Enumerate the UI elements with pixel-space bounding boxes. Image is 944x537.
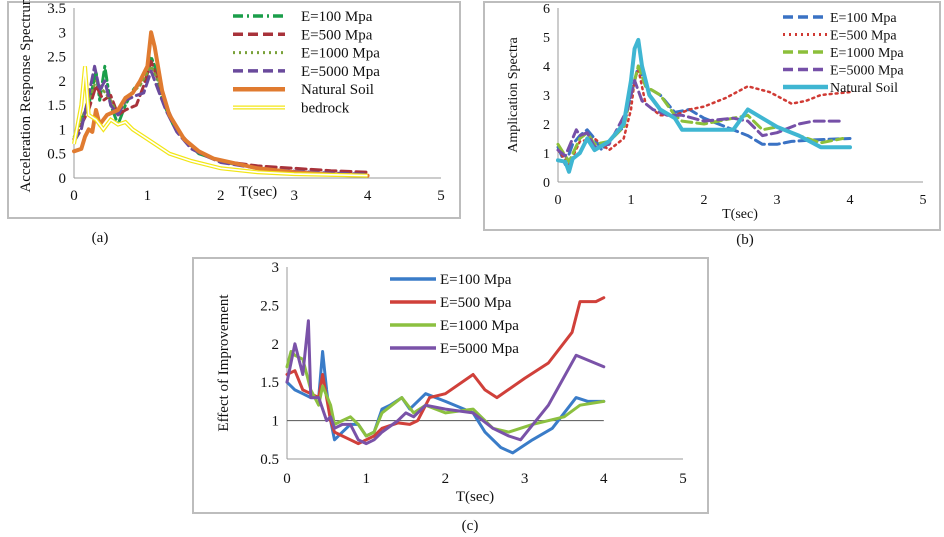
- legend-label: E=500 Mpa: [830, 29, 897, 44]
- x-tick-label: 3: [521, 471, 529, 487]
- y-tick-label: 6: [543, 2, 550, 17]
- y-tick-label: 3: [543, 89, 550, 104]
- y-tick-label: 0: [543, 176, 550, 191]
- series-line: [556, 79, 845, 158]
- series-e-1000-mpa: [556, 64, 845, 164]
- y-tick-label: 2: [543, 118, 550, 133]
- series-e-5000-mpa: [556, 79, 845, 158]
- x-tick-label: 0: [283, 471, 291, 487]
- x-tick-label: 2: [701, 193, 708, 208]
- y-tick-label: 1: [543, 147, 550, 162]
- legend-label: E=5000 Mpa: [301, 64, 380, 80]
- y-axis-label: Acceleration Response Spectrum: [18, 0, 34, 193]
- chart-b: 0 1 2 3 4 5 0 1 2 3 4 5 6 T(sec) Amplication Spectra (b…: [483, 1, 941, 248]
- legend-entry: bedrock: [233, 101, 350, 117]
- y-tick-label: 3: [272, 260, 280, 276]
- chart-caption: (a): [92, 230, 109, 246]
- series-line: [72, 30, 370, 178]
- legend-label: E=5000 Mpa: [830, 64, 904, 79]
- legend-label: E=100 Mpa: [830, 11, 897, 26]
- y-tick-label: 2.5: [260, 298, 279, 314]
- legend-entry: E=100 Mpa: [390, 272, 512, 288]
- x-tick-label: 0: [70, 188, 78, 204]
- x-tick-label: 0: [555, 193, 562, 208]
- x-axis-label: T(sec): [722, 207, 758, 222]
- y-tick-label: 1: [272, 414, 280, 430]
- legend-entry: E=100 Mpa: [233, 9, 373, 25]
- series-line: [285, 350, 606, 455]
- series-e-5000-mpa: [285, 319, 606, 446]
- x-tick-label: 4: [364, 188, 372, 204]
- legend-entry: E=5000 Mpa: [233, 64, 380, 80]
- x-tick-label: 1: [362, 471, 370, 487]
- y-tick-label: 1: [59, 122, 67, 138]
- x-tick-label: 5: [679, 471, 687, 487]
- legend-entry: Natural Soil: [233, 82, 374, 98]
- legend-entry: Natural Soil: [783, 81, 898, 96]
- x-tick-label: 2: [217, 188, 225, 204]
- series-line-inner: [73, 66, 368, 177]
- x-tick-label: 3: [290, 188, 298, 204]
- chart-frame: [483, 1, 941, 231]
- legend-entry: E=1000 Mpa: [783, 46, 904, 61]
- y-tick-label: 4: [543, 60, 550, 75]
- y-tick-label: 3: [59, 25, 67, 41]
- legend-entry: E=1000 Mpa: [390, 318, 519, 334]
- legend-entry: E=100 Mpa: [783, 11, 897, 26]
- x-axis-label: T(sec): [456, 489, 494, 505]
- x-axis-label: T(sec): [239, 184, 277, 200]
- legend-entry: E=1000 Mpa: [233, 46, 380, 62]
- y-tick-label: 1.5: [260, 375, 279, 391]
- x-tick-label: 4: [600, 471, 608, 487]
- chart-caption: (c): [462, 518, 479, 534]
- chart-c: 0 1 2 3 4 5 0.5 1 1.5 2 2.5 3 T(sec) Effect of Improv…: [192, 257, 709, 534]
- series-line: [556, 64, 845, 164]
- series-natural-soil: [72, 30, 370, 178]
- chart-caption: (b): [736, 232, 754, 248]
- legend-label: Natural Soil: [830, 81, 898, 96]
- legend-entry: E=5000 Mpa: [783, 64, 904, 79]
- y-tick-label: 3.5: [47, 1, 66, 17]
- x-tick-label: 3: [774, 193, 781, 208]
- legend-entry: E=500 Mpa: [233, 27, 373, 43]
- series-line: [285, 319, 606, 446]
- legend-label: Natural Soil: [301, 82, 374, 98]
- y-axis-label: Effect of Improvement: [216, 294, 232, 432]
- x-tick-label: 1: [628, 193, 635, 208]
- y-tick-label: 1.5: [47, 98, 66, 114]
- x-tick-label: 4: [847, 193, 854, 208]
- y-axis-label: Amplication Spectra: [506, 36, 521, 152]
- y-tick-label: 2.5: [47, 50, 66, 66]
- legend-entry: E=5000 Mpa: [390, 341, 519, 357]
- legend-label: E=100 Mpa: [301, 9, 373, 25]
- series-natural-soil: [556, 37, 852, 174]
- chart-frame: [7, 1, 461, 219]
- legend-entry: E=500 Mpa: [390, 295, 512, 311]
- x-tick-label: 5: [437, 188, 445, 204]
- x-tick-label: 5: [920, 193, 927, 208]
- chart-frame: [192, 257, 709, 514]
- series-line: [556, 37, 852, 174]
- legend-label: E=500 Mpa: [301, 27, 373, 43]
- y-tick-label: 0: [59, 171, 67, 187]
- legend-label: bedrock: [301, 101, 350, 117]
- y-tick-label: 0.5: [47, 147, 66, 163]
- y-tick-label: 5: [543, 31, 550, 46]
- legend-label: E=500 Mpa: [440, 295, 512, 311]
- legend-label: E=100 Mpa: [440, 272, 512, 288]
- x-tick-label: 2: [442, 471, 450, 487]
- legend-label: E=1000 Mpa: [440, 318, 519, 334]
- series-bedrock: [72, 66, 368, 178]
- legend-label: E=1000 Mpa: [301, 46, 380, 62]
- legend-label: E=1000 Mpa: [830, 46, 904, 61]
- series-e-100-mpa: [285, 350, 606, 455]
- legend-label: E=5000 Mpa: [440, 341, 519, 357]
- y-tick-label: 2: [272, 337, 280, 353]
- chart-a: 0 1 2 3 4 5 0 0.5 1 1.5 2 2.5 3 3.5 T(sec) Acceleration…: [7, 0, 461, 246]
- y-tick-label: 0.5: [260, 452, 279, 468]
- legend-entry: E=500 Mpa: [783, 29, 897, 44]
- y-tick-label: 2: [59, 74, 67, 90]
- x-tick-label: 1: [144, 188, 152, 204]
